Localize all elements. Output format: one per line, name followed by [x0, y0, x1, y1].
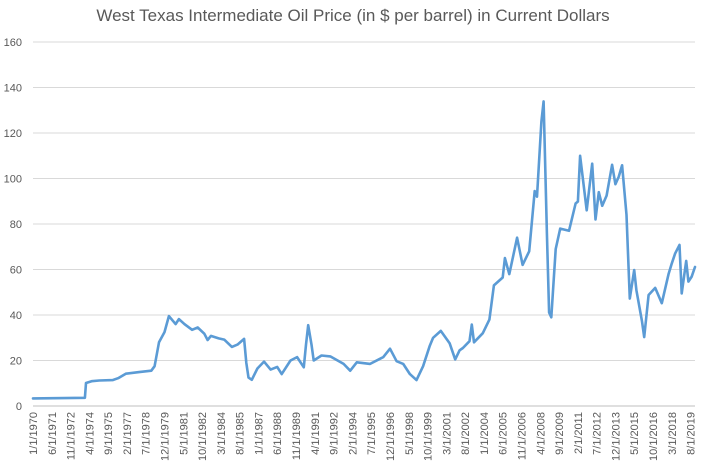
x-tick-label: 4/1/1991 — [310, 412, 322, 455]
x-tick-label: 5/1/1998 — [404, 412, 416, 455]
x-tick-label: 10/1/1999 — [423, 412, 435, 461]
y-tick-label: 120 — [4, 128, 22, 140]
gridlines — [33, 41, 695, 361]
x-tick-label: 2/1/2011 — [573, 412, 585, 454]
x-tick-label: 9/1/1992 — [329, 412, 341, 455]
x-tick-label: 7/1/1995 — [366, 412, 378, 455]
y-tick-label: 100 — [4, 174, 22, 186]
chart-title: West Texas Intermediate Oil Price (in $ … — [96, 6, 610, 25]
x-tick-label: 1/1/1970 — [28, 412, 40, 455]
y-tick-label: 60 — [10, 265, 22, 277]
y-tick-label: 140 — [4, 83, 22, 95]
x-tick-label: 11/1/1989 — [291, 412, 303, 460]
x-tick-label: 4/1/2008 — [535, 412, 547, 455]
y-tick-label: 40 — [10, 310, 22, 322]
x-tick-label: 7/1/1978 — [141, 412, 153, 455]
x-tick-label: 12/1/1979 — [160, 412, 172, 461]
x-tick-label: 11/1/1972 — [66, 412, 78, 460]
series-layer — [31, 100, 697, 400]
x-tick-label: 3/1/2001 — [441, 412, 453, 455]
x-tick-label: 6/1/2005 — [498, 412, 510, 455]
x-tick-label: 2/1/1977 — [122, 412, 134, 455]
x-tick-label: 11/1/2006 — [516, 412, 528, 460]
x-tick-label: 3/1/1984 — [216, 412, 228, 455]
y-tick-label: 80 — [10, 219, 22, 231]
y-tick-label: 160 — [4, 37, 22, 49]
y-tick-label: 0 — [16, 401, 22, 413]
x-tick-label: 8/1/2019 — [686, 412, 698, 455]
x-tick-label: 1/1/1987 — [253, 412, 265, 455]
x-tick-label: 4/1/1974 — [84, 412, 96, 455]
x-tick-label: 1/1/2004 — [479, 412, 491, 455]
x-tick-label: 6/1/1988 — [272, 412, 284, 455]
x-tick-label: 2/1/1994 — [347, 412, 359, 455]
x-tick-label: 5/1/2015 — [629, 412, 641, 455]
x-tick-label: 10/1/1982 — [197, 412, 209, 461]
x-tick-label: 8/1/2002 — [460, 412, 472, 455]
x-tick-label: 12/1/1996 — [385, 412, 397, 461]
y-tick-label: 20 — [10, 356, 22, 368]
x-tick-label: 9/1/2009 — [554, 412, 566, 455]
x-tick-label: 7/1/2012 — [592, 412, 604, 455]
series-line-wti-price — [31, 100, 697, 400]
x-tick-label: 8/1/1985 — [235, 412, 247, 455]
x-tick-label: 6/1/1971 — [47, 412, 59, 455]
x-tick-label: 12/1/2013 — [610, 412, 622, 461]
x-axis-tick-labels: 1/1/1970 6/1/1971 11/1/1972 4/1/1974 9/1/197… — [28, 412, 698, 461]
x-tick-label: 5/1/1981 — [178, 412, 190, 455]
x-tick-label: 3/1/2018 — [667, 412, 679, 455]
x-tick-label: 9/1/1975 — [103, 412, 115, 455]
x-tick-label: 10/1/2016 — [648, 412, 660, 461]
y-axis-tick-labels: 0 20 40 60 80 100 120 140 160 — [4, 37, 22, 413]
